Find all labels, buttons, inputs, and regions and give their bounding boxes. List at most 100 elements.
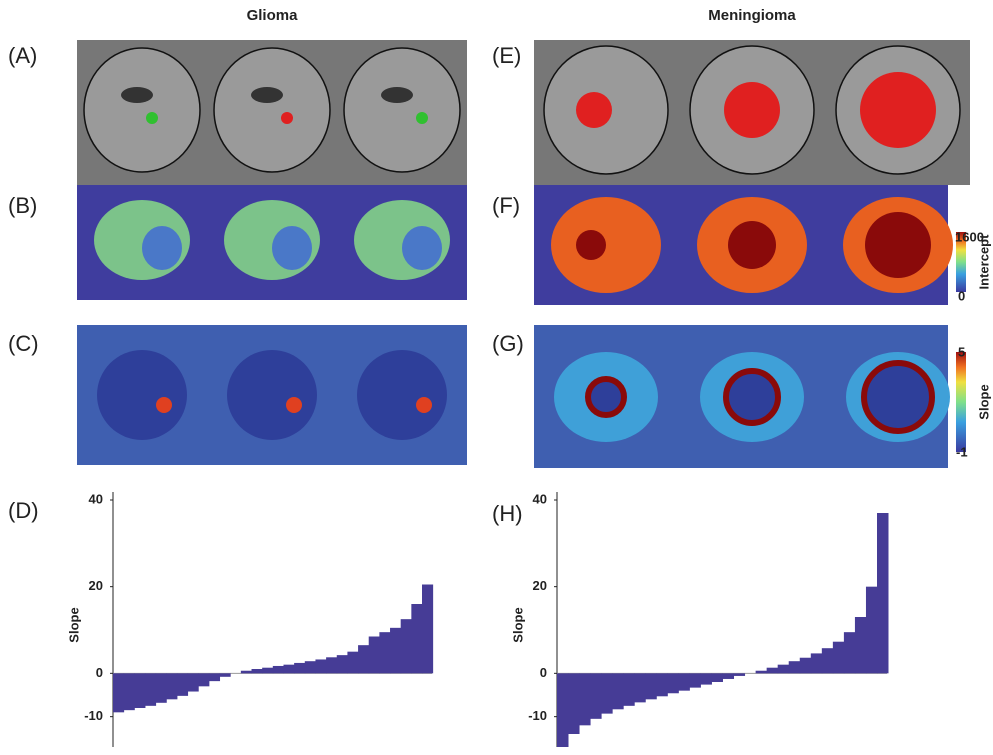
area-segment <box>777 664 790 674</box>
colorbar-min: 0 <box>958 288 965 303</box>
colorbar-max: 1600 <box>955 229 984 244</box>
area-segment <box>358 645 370 674</box>
y-tick-label: 40 <box>533 491 547 506</box>
area-segment <box>568 673 580 734</box>
mri-slice <box>83 47 201 173</box>
tumor-roi <box>860 72 936 148</box>
ventricle <box>251 87 283 103</box>
area-segment <box>155 673 167 703</box>
area-segment <box>810 653 823 674</box>
y-tick-label: -10 <box>528 708 547 723</box>
area-segment <box>272 665 284 674</box>
colorbar <box>956 352 966 452</box>
y-tick-label: -10 <box>84 708 103 723</box>
area-segment <box>251 669 263 674</box>
area-segment <box>634 673 646 703</box>
y-tick-label: 0 <box>540 665 547 680</box>
area-segment <box>294 662 306 674</box>
panel-label: (H) <box>492 501 523 526</box>
area-segment <box>304 661 316 674</box>
panel-label: (F) <box>492 193 520 218</box>
area-segment <box>854 617 867 674</box>
area-segment <box>219 673 231 677</box>
area-segment <box>262 667 274 674</box>
area-segment <box>722 673 735 679</box>
ring <box>585 376 627 418</box>
area-segment <box>843 632 856 674</box>
ventricle <box>121 87 153 103</box>
area-segment <box>390 627 402 674</box>
area-segment <box>208 673 221 682</box>
area-segment <box>788 661 801 674</box>
panel-label: (C) <box>8 331 39 356</box>
area-segment <box>689 673 701 688</box>
area-segment <box>832 641 845 674</box>
hot-spot <box>416 397 432 413</box>
area-segment <box>134 673 146 708</box>
area-segment <box>198 673 210 687</box>
colorbar-max: 5 <box>958 344 965 359</box>
area-segment <box>336 655 348 674</box>
area-segment <box>678 673 690 691</box>
lesion <box>576 230 606 260</box>
lesion <box>865 212 931 278</box>
area-segment <box>601 673 613 714</box>
area-segment <box>656 673 668 697</box>
panel-label: (G) <box>492 331 524 356</box>
area-segment <box>590 673 602 719</box>
colorbar <box>956 232 966 292</box>
column-title: Meningioma <box>708 7 796 24</box>
area-segment <box>623 673 635 706</box>
y-tick-label: 20 <box>89 578 103 593</box>
area-segment <box>368 636 380 674</box>
area-segment <box>113 673 125 713</box>
area-segment <box>799 657 812 674</box>
y-tick-label: 40 <box>89 491 103 506</box>
mri-slice <box>213 47 331 173</box>
area-segment <box>176 673 189 696</box>
tumor-roi <box>281 112 293 124</box>
colorbar-label: Slope <box>976 384 991 419</box>
area-segment <box>315 659 327 674</box>
y-tick-label: 0 <box>96 665 103 680</box>
area-segment <box>700 673 712 685</box>
colorbar-label: Intercept <box>976 234 991 290</box>
ring <box>723 368 781 426</box>
hot-spot <box>286 397 302 413</box>
panel-label: (A) <box>8 43 37 68</box>
y-tick-label: 20 <box>533 578 547 593</box>
area-segment <box>166 673 178 700</box>
slope-brain <box>357 350 447 440</box>
area-segment <box>865 586 878 674</box>
column-title: Glioma <box>247 7 299 24</box>
tumor-roi <box>146 112 158 124</box>
area-segment <box>240 670 252 674</box>
area-segment <box>400 619 412 674</box>
area-segment <box>711 673 723 682</box>
lesion <box>402 226 442 270</box>
area-segment <box>877 513 889 674</box>
area-segment <box>821 648 834 674</box>
lesion <box>728 221 776 269</box>
area-segment <box>612 673 624 710</box>
area-segment <box>557 673 569 747</box>
area-segment <box>347 651 359 674</box>
area-segment <box>187 673 199 692</box>
tumor-roi <box>416 112 428 124</box>
panel-label: (D) <box>8 498 39 523</box>
panel-label: (B) <box>8 193 37 218</box>
lesion <box>142 226 182 270</box>
y-axis-label: Slope <box>510 607 525 642</box>
ventricle <box>381 87 413 103</box>
area-segment <box>326 657 338 674</box>
hot-spot <box>156 397 172 413</box>
area-segment <box>144 673 157 706</box>
area-segment <box>411 604 423 674</box>
area-segment <box>667 673 679 694</box>
area-segment <box>645 673 657 700</box>
area-segment <box>766 667 779 674</box>
area-segment <box>579 673 591 726</box>
tumor-roi <box>724 82 780 138</box>
y-axis-label: Slope <box>66 607 81 642</box>
